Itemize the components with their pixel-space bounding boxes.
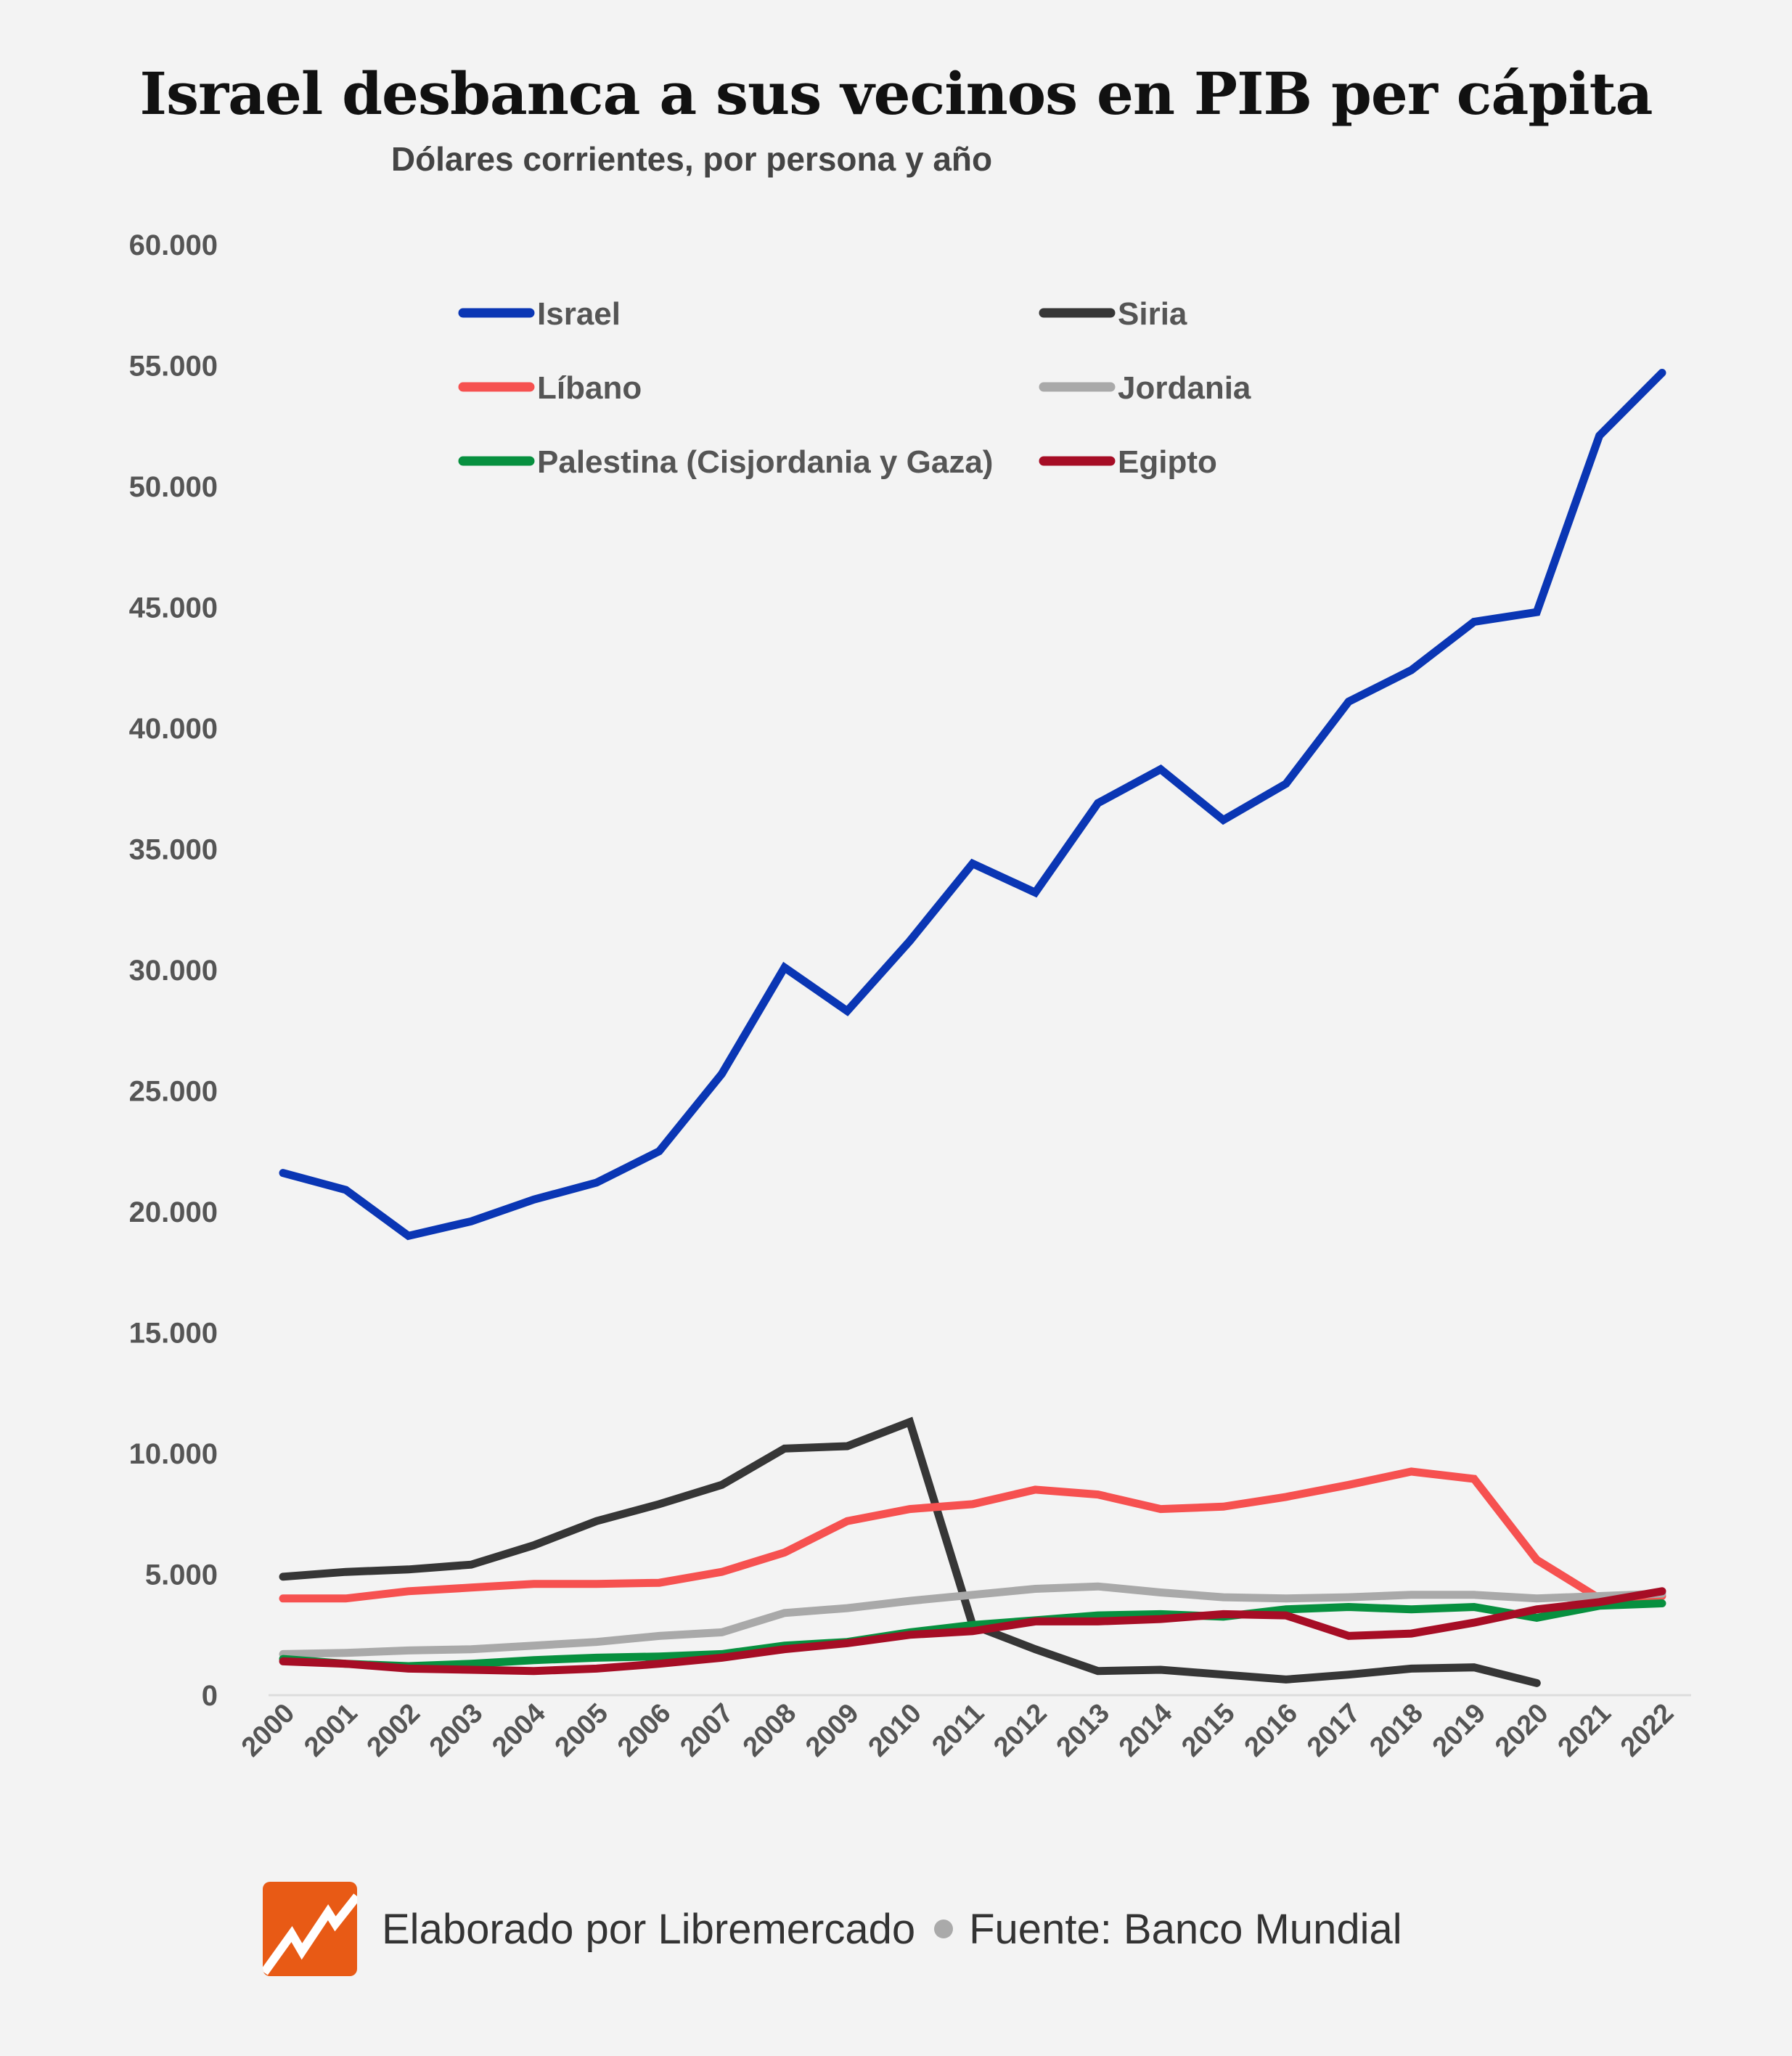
x-tick-label: 2007 [674, 1698, 739, 1763]
x-tick-label: 2015 [1176, 1698, 1240, 1763]
x-tick-label: 2008 [737, 1698, 802, 1763]
legend-label: Líbano [537, 370, 642, 406]
y-tick-label: 25.000 [129, 1076, 218, 1108]
x-tick-label: 2002 [361, 1698, 426, 1763]
y-tick-label: 35.000 [129, 834, 218, 866]
series-line-jordania [279, 1582, 1666, 1658]
series-line-siria [279, 1416, 1541, 1687]
legend: Israel Siria Líbano Jordania Palestina (Cisj… [458, 296, 1251, 480]
y-tick-label: 55.000 [129, 351, 218, 383]
legend-item: Israel [458, 296, 621, 332]
y-tick-label: 10.000 [129, 1438, 218, 1470]
series-line-libano [279, 1467, 1666, 1603]
chart-subtitle: Dólares corrientes, por persona y año [390, 140, 993, 178]
series-line-egipto [279, 1587, 1666, 1676]
y-tick-label: 50.000 [129, 471, 218, 503]
legend-item: Egipto [1039, 444, 1217, 480]
legend-item: Líbano [458, 370, 642, 406]
x-tick-label: 2009 [800, 1698, 864, 1763]
y-tick-label: 60.000 [129, 229, 218, 261]
legend-label: Palestina (Cisjordania y Gaza) [537, 444, 993, 480]
x-tick-label: 2017 [1301, 1698, 1366, 1763]
y-tick-label: 15.000 [129, 1318, 218, 1350]
y-tick-label: 20.000 [129, 1196, 218, 1228]
footer-credit: Elaborado por Libremercado [382, 1905, 916, 1953]
legend-item: Jordania [1039, 370, 1251, 406]
x-tick-label: 2001 [298, 1698, 363, 1763]
legend-item: Palestina (Cisjordania y Gaza) [458, 444, 993, 480]
legend-label: Egipto [1118, 444, 1217, 480]
y-tick-label: 45.000 [129, 592, 218, 624]
x-tick-label: 2005 [549, 1698, 614, 1763]
series-line-israel [279, 369, 1666, 1241]
x-axis-ticks: 2000200120022003200420052006200720082009… [236, 1698, 1680, 1763]
y-axis-ticks: 0 5.000 10.000 15.000 20.000 25.000 30.000 35.0… [129, 229, 218, 1712]
libremercado-logo-icon [263, 1882, 357, 1976]
x-tick-label: 2021 [1552, 1698, 1617, 1763]
x-tick-label: 2006 [612, 1698, 676, 1763]
footer-separator-dot [934, 1920, 954, 1938]
x-tick-label: 2018 [1364, 1698, 1428, 1763]
series-line-palestina-cisjordania-y-gaza [279, 1599, 1666, 1670]
x-tick-label: 2012 [988, 1698, 1052, 1763]
line-chart: 0 5.000 10.000 15.000 20.000 25.000 30.000 35.0… [129, 229, 1691, 1763]
x-tick-label: 2016 [1239, 1698, 1304, 1763]
x-tick-label: 2013 [1051, 1698, 1116, 1763]
x-tick-label: 2003 [424, 1698, 488, 1763]
x-tick-label: 2000 [236, 1698, 300, 1763]
x-tick-label: 2022 [1615, 1698, 1680, 1763]
series-lines [279, 369, 1666, 1687]
x-tick-label: 2014 [1113, 1698, 1178, 1763]
x-tick-label: 2004 [486, 1698, 551, 1763]
x-tick-label: 2020 [1489, 1698, 1554, 1763]
chart-title: Israel desbanca a sus vecinos en PIB per… [139, 60, 1653, 128]
legend-label: Siria [1118, 296, 1187, 332]
y-tick-label: 5.000 [145, 1559, 218, 1591]
legend-label: Israel [537, 296, 621, 332]
legend-label: Jordania [1118, 370, 1251, 406]
x-tick-label: 2019 [1427, 1698, 1492, 1763]
y-tick-label: 30.000 [129, 955, 218, 987]
x-tick-label: 2011 [926, 1698, 990, 1762]
legend-item: Siria [1039, 296, 1187, 332]
footer-source: Fuente: Banco Mundial [969, 1905, 1402, 1953]
y-tick-label: 40.000 [129, 713, 218, 745]
x-tick-label: 2010 [863, 1698, 928, 1763]
y-tick-label: 0 [202, 1680, 218, 1712]
footer: Elaborado por Libremercado Fuente: Banco… [263, 1882, 1402, 1976]
